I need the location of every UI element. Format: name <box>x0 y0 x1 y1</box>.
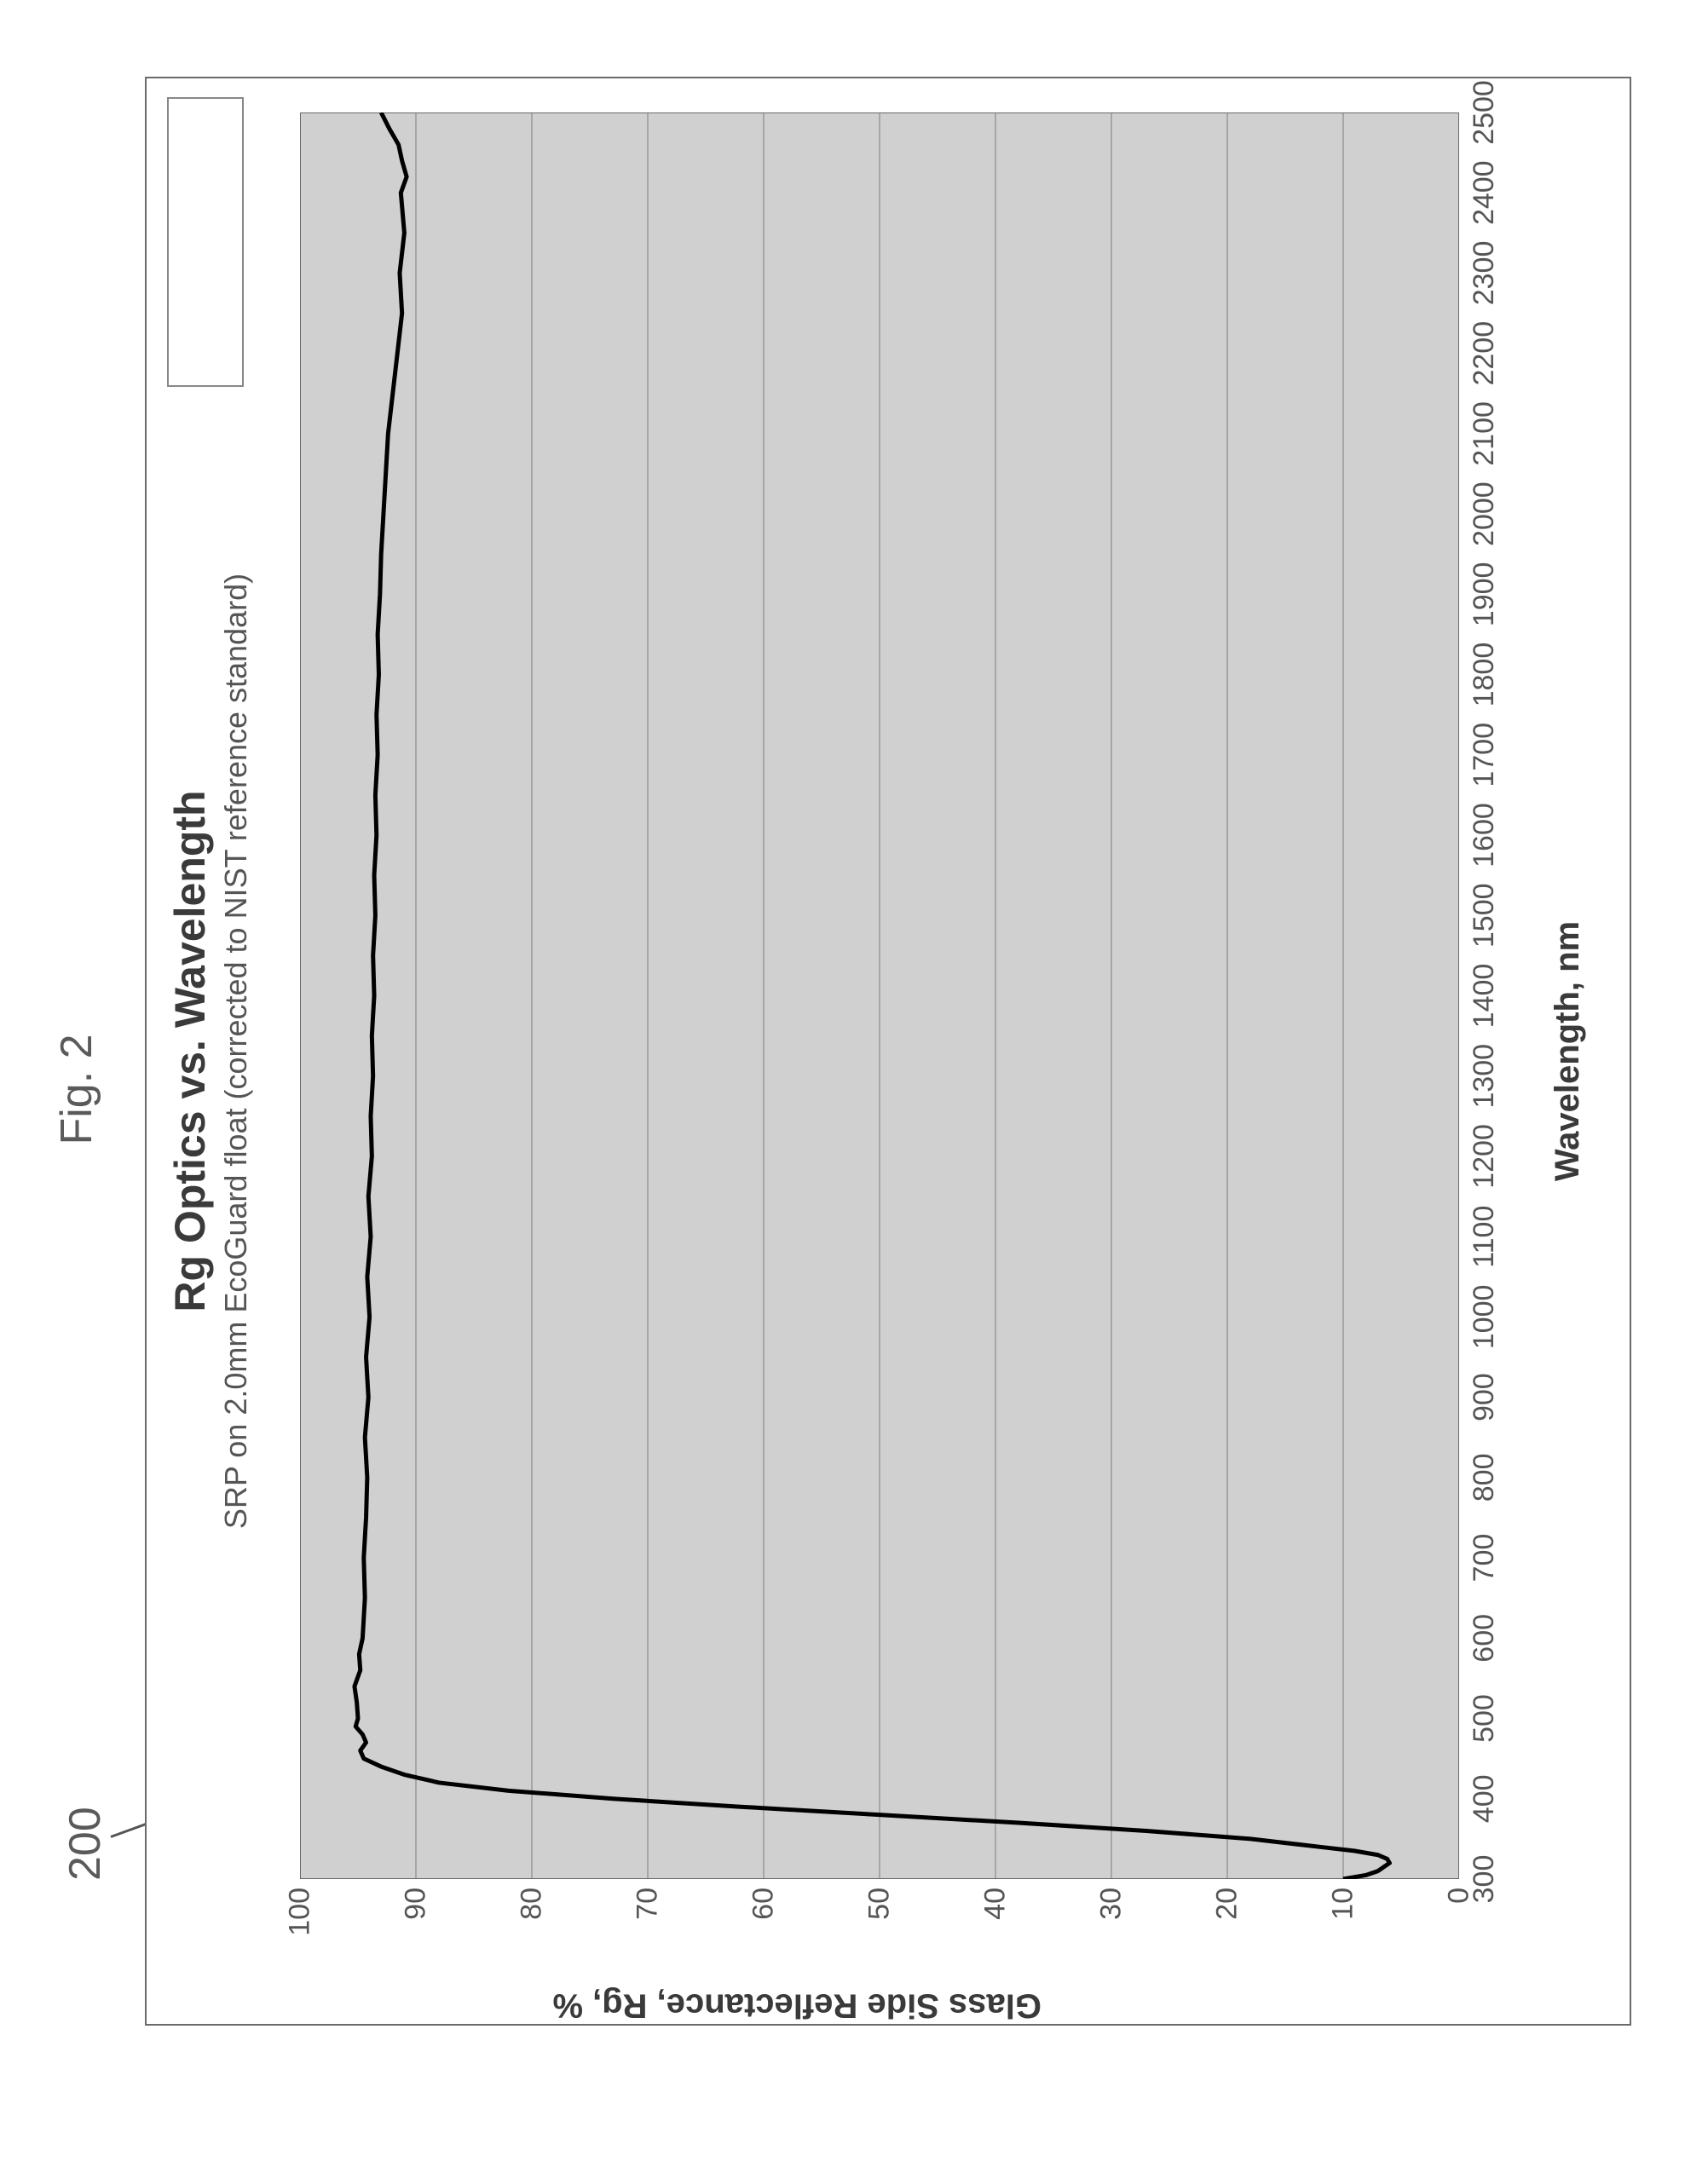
x-tick-label: 1300 <box>1468 1044 1501 1109</box>
page-rotation-wrapper: Fig. 2 200 Rg Optics vs. Wavelength SRP … <box>0 471 1708 2179</box>
callout-annotation: 200 <box>60 1807 111 1881</box>
y-tick-label: 20 <box>1211 1888 1244 1956</box>
y-tick-label: 100 <box>284 1888 317 1956</box>
x-axis-label: Wavelength, nm <box>1549 78 1587 2024</box>
y-tick-label: 80 <box>516 1888 549 1956</box>
legend-box <box>167 97 244 387</box>
x-tick-label: 700 <box>1468 1534 1501 1582</box>
figure-canvas: Fig. 2 200 Rg Optics vs. Wavelength SRP … <box>0 0 1708 2179</box>
x-tick-label: 1800 <box>1468 643 1501 707</box>
x-tick-label: 2000 <box>1468 481 1501 546</box>
x-tick-label: 2300 <box>1468 241 1501 306</box>
y-tick-label: 40 <box>979 1888 1013 1956</box>
x-tick-label: 1100 <box>1468 1206 1501 1268</box>
x-axis-ticks: 3004005006007008009001000110012001300140… <box>1468 112 1510 1879</box>
x-tick-label: 600 <box>1468 1614 1501 1663</box>
x-tick-label: 900 <box>1468 1373 1501 1421</box>
x-tick-label: 2200 <box>1468 321 1501 386</box>
x-tick-label: 1700 <box>1468 723 1501 787</box>
callout-number: 200 <box>61 1807 110 1881</box>
y-axis-label: Glass Side Reflectance, Rg, % <box>552 1986 1042 2025</box>
x-tick-label: 2500 <box>1468 80 1501 145</box>
x-tick-label: 1900 <box>1468 562 1501 627</box>
x-tick-label: 800 <box>1468 1454 1501 1502</box>
x-tick-label: 1600 <box>1468 803 1501 868</box>
x-tick-label: 1400 <box>1468 964 1501 1029</box>
x-tick-label: 500 <box>1468 1694 1501 1743</box>
x-tick-label: 1200 <box>1468 1124 1501 1189</box>
y-tick-label: 30 <box>1095 1888 1128 1956</box>
y-tick-label: 60 <box>747 1888 781 1956</box>
x-tick-label: 1500 <box>1468 883 1501 948</box>
y-axis-ticks: 0102030405060708090100 <box>300 1888 1459 1956</box>
figure-label: Fig. 2 <box>51 1034 102 1144</box>
y-tick-label: 90 <box>400 1888 433 1956</box>
plot-svg <box>300 112 1459 1879</box>
chart-frame: Rg Optics vs. Wavelength SRP on 2.0mm Ec… <box>145 77 1631 2026</box>
x-tick-label: 1000 <box>1468 1285 1501 1350</box>
y-tick-label: 50 <box>863 1888 897 1956</box>
x-tick-label: 400 <box>1468 1774 1501 1823</box>
y-tick-label: 70 <box>632 1888 665 1956</box>
x-tick-label: 300 <box>1468 1855 1501 1904</box>
x-tick-label: 2400 <box>1468 160 1501 225</box>
x-tick-label: 2100 <box>1468 401 1501 466</box>
plot-area-wrapper <box>300 112 1459 1879</box>
y-tick-label: 10 <box>1327 1888 1360 1956</box>
